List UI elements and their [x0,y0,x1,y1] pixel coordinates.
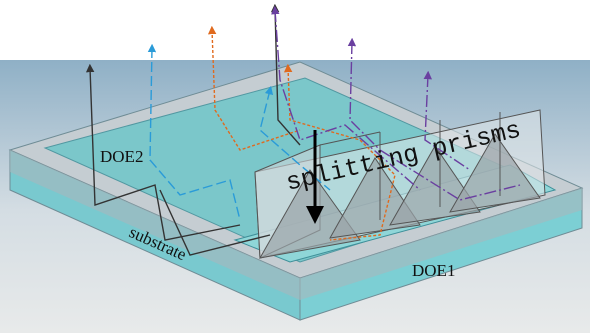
doe2-label: DOE2 [100,147,143,166]
doe1-label: DOE1 [412,261,455,280]
top-margin [0,0,590,60]
diagram: DOE2 substrate DOE1 splitting prisms [0,0,590,333]
